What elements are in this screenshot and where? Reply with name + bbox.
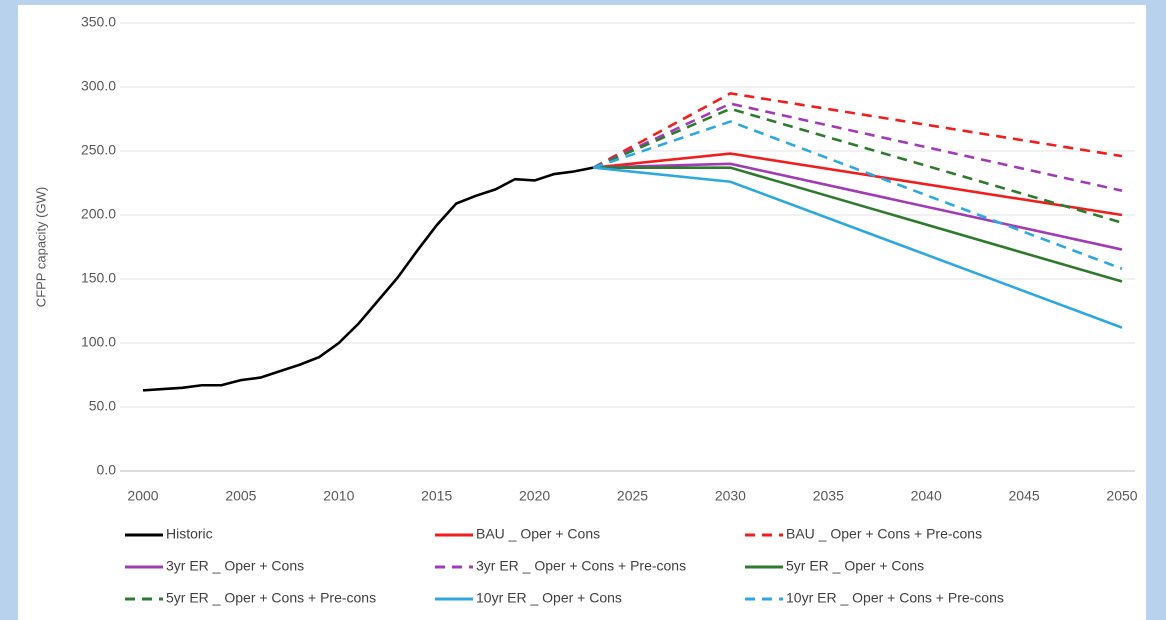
x-tick-label: 2045 [1009,488,1040,504]
chart-panel [18,5,1146,620]
legend-label: Historic [166,526,213,542]
x-tick-label: 2050 [1106,488,1137,504]
y-tick-label: 150.0 [81,270,116,286]
series-line [593,152,1123,217]
x-tick-label: 2030 [715,488,746,504]
x-tick-label: 2010 [323,488,354,504]
x-tick-label: 2025 [617,488,648,504]
y-tick-label: 350.0 [81,14,116,30]
y-tick-label: 250.0 [81,142,116,158]
x-tick-label: 2035 [813,488,844,504]
y-axis-label: CFPP capacity (GW) [33,187,48,307]
x-tick-label: 2000 [127,488,158,504]
y-tick-label: 300.0 [81,78,116,94]
series-line [593,166,1123,329]
legend-label: 10yr ER _ Oper + Cons + Pre-cons [786,590,1004,606]
series-line [592,92,1123,169]
x-tick-label: 2015 [421,488,452,504]
x-tick-label: 2040 [911,488,942,504]
legend-label: 10yr ER _ Oper + Cons [476,590,622,606]
legend-label: BAU _ Oper + Cons [476,526,600,542]
legend-label: BAU _ Oper + Cons + Pre-cons [786,526,982,542]
series-line [142,166,594,392]
legend-label: 3yr ER _ Oper + Cons [166,558,304,574]
legend-label: 3yr ER _ Oper + Cons + Pre-cons [476,558,686,574]
series-line [592,120,1123,270]
x-tick-label: 2005 [225,488,256,504]
series-line [593,166,1123,283]
legend-label: 5yr ER _ Oper + Cons [786,558,924,574]
y-tick-label: 200.0 [81,206,116,222]
legend-label: 5yr ER _ Oper + Cons + Pre-cons [166,590,376,606]
y-tick-label: 100.0 [81,334,116,350]
y-tick-label: 0.0 [97,462,117,478]
y-tick-label: 50.0 [89,398,116,414]
legend: Historic BAU _ Oper + Cons BAU _ Oper + Co… [125,526,1004,606]
x-tick-label: 2020 [519,488,550,504]
